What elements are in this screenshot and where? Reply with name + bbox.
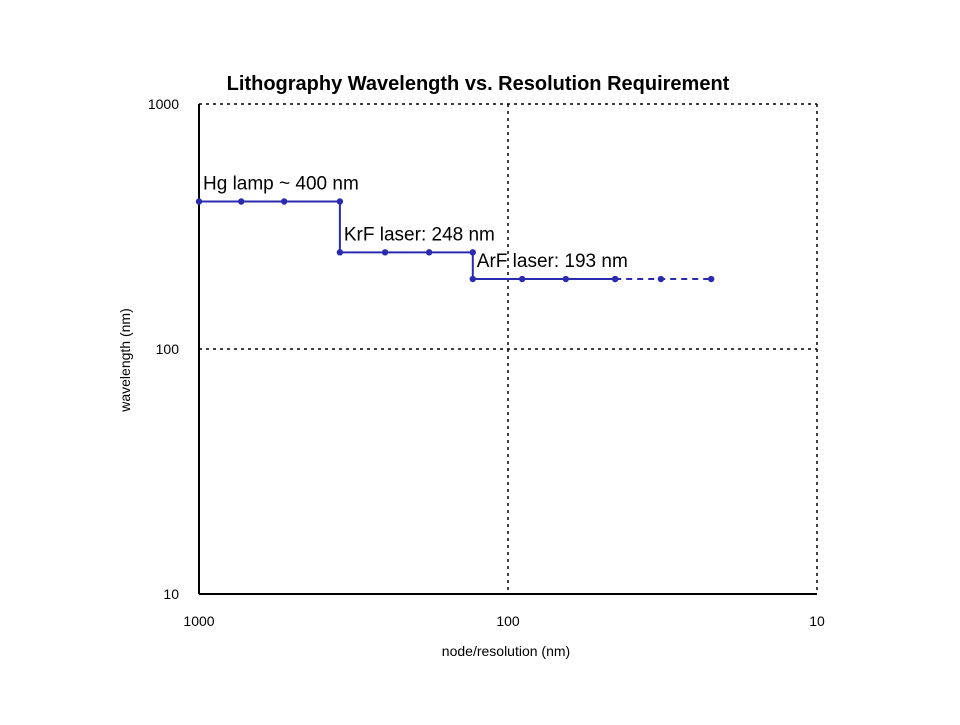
data-point [562, 275, 570, 283]
data-point [381, 249, 389, 256]
data-point [518, 275, 526, 283]
y-axis-label: wavelength (nm) [117, 308, 133, 413]
data-point [469, 275, 476, 283]
x-axis-label: node/resolution (nm) [442, 643, 570, 659]
data-point [336, 198, 344, 205]
x-tick-label: 100 [496, 613, 520, 629]
chart-title: Lithography Wavelength vs. Resolution Re… [227, 73, 730, 95]
x-tick-label: 10 [809, 613, 825, 629]
annotation-label: Hg lamp ~ 400 nm [203, 173, 359, 194]
data-point [611, 275, 619, 283]
y-tick-label: 1000 [148, 96, 179, 112]
data-point [195, 198, 203, 205]
data-point [425, 249, 433, 256]
y-tick-label: 10 [163, 586, 179, 602]
data-point [336, 249, 344, 256]
data-point [238, 198, 245, 205]
data-point [469, 249, 476, 256]
data-point [657, 275, 665, 283]
data-point [707, 275, 715, 283]
series-line [199, 200, 616, 280]
x-tick-label: 1000 [183, 613, 214, 629]
data-point [280, 198, 288, 205]
y-tick-label: 100 [156, 341, 180, 357]
annotation-label: ArF laser: 193 nm [477, 251, 628, 272]
grid-lines [199, 103, 818, 594]
series-group [195, 198, 715, 283]
annotations: Hg lamp ~ 400 nm KrF laser: 248 nm ArF las… [203, 173, 628, 272]
annotation-label: KrF laser: 248 nm [344, 224, 495, 245]
axes [198, 104, 817, 595]
